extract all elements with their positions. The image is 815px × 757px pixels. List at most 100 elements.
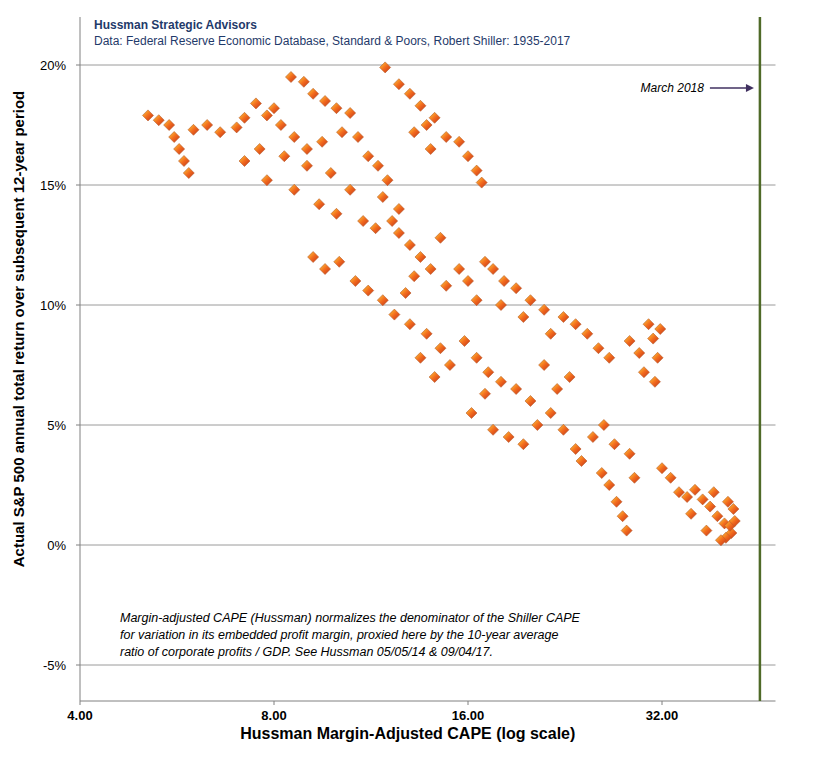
point [587, 432, 598, 443]
point [231, 122, 242, 133]
x-tick-label: 4.00 [67, 708, 92, 723]
point [275, 120, 286, 131]
x-tick [662, 701, 663, 705]
point [511, 384, 522, 395]
point [301, 160, 312, 171]
point [593, 343, 604, 354]
point [604, 352, 615, 363]
point [657, 463, 668, 474]
point [495, 300, 506, 311]
point [624, 336, 635, 347]
point [476, 177, 487, 188]
point [202, 120, 213, 131]
point [363, 151, 374, 162]
point [708, 487, 719, 498]
point [178, 156, 189, 167]
y-tick [76, 185, 80, 186]
point [415, 252, 426, 263]
point [429, 112, 440, 123]
point [250, 98, 261, 109]
x-tick-label: 32.00 [646, 708, 679, 723]
annotation-line [759, 17, 762, 701]
y-tick-label: 5% [47, 418, 66, 433]
y-tick-label: 15% [40, 178, 66, 193]
point [454, 264, 465, 275]
y-tick-label: 0% [47, 538, 66, 553]
point [466, 408, 477, 419]
point [404, 240, 415, 251]
point [545, 408, 556, 419]
point [611, 496, 622, 507]
point [320, 264, 331, 275]
point [525, 295, 536, 306]
point [582, 328, 593, 339]
point [701, 525, 712, 536]
grid-line [80, 545, 776, 546]
point [715, 535, 726, 546]
point [643, 319, 654, 330]
point [331, 208, 342, 219]
point [471, 165, 482, 176]
point [308, 88, 319, 99]
point [479, 388, 490, 399]
point [689, 484, 700, 495]
point [409, 271, 420, 282]
point [518, 312, 529, 323]
point [471, 352, 482, 363]
point [377, 192, 388, 203]
point [350, 276, 361, 287]
point [621, 525, 632, 536]
point [495, 376, 506, 387]
point [539, 304, 550, 315]
point [518, 439, 529, 450]
point [686, 508, 697, 519]
point [377, 295, 388, 306]
y-axis-label: Actual S&P 500 annual total return over … [10, 91, 27, 568]
point [261, 110, 272, 121]
point [380, 62, 391, 73]
point [634, 348, 645, 359]
point [483, 367, 494, 378]
point [345, 184, 356, 195]
note-line: ratio of corporate profits / GDP. See Hu… [120, 645, 493, 659]
point [511, 283, 522, 294]
point [358, 216, 369, 227]
point [570, 319, 581, 330]
point [598, 420, 609, 431]
point [289, 132, 300, 143]
point [459, 336, 470, 347]
point [665, 472, 676, 483]
point [308, 252, 319, 263]
point [261, 175, 272, 186]
point [638, 367, 649, 378]
x-tick [274, 701, 275, 705]
point [558, 424, 569, 435]
point [421, 120, 432, 131]
point [503, 432, 514, 443]
x-axis [80, 701, 776, 702]
x-tick [468, 701, 469, 705]
point [444, 360, 455, 371]
point [393, 204, 404, 215]
point [188, 124, 199, 135]
point [570, 444, 581, 455]
point [279, 151, 290, 162]
point [429, 372, 440, 383]
grid-line [80, 425, 776, 426]
point [409, 127, 420, 138]
point [712, 511, 723, 522]
point [387, 216, 398, 227]
title: Hussman Strategic Advisors [94, 18, 257, 32]
point [183, 168, 194, 179]
point [404, 88, 415, 99]
point [682, 492, 693, 503]
point [314, 199, 325, 210]
x-axis-label: Hussman Margin-Adjusted CAPE (log scale) [240, 725, 575, 742]
point [345, 108, 356, 119]
point [609, 439, 620, 450]
point [425, 144, 436, 155]
point [648, 333, 659, 344]
y-tick-label: 10% [40, 298, 66, 313]
note-line: for variation in its embedded profit mar… [120, 628, 558, 642]
y-tick [76, 425, 80, 426]
